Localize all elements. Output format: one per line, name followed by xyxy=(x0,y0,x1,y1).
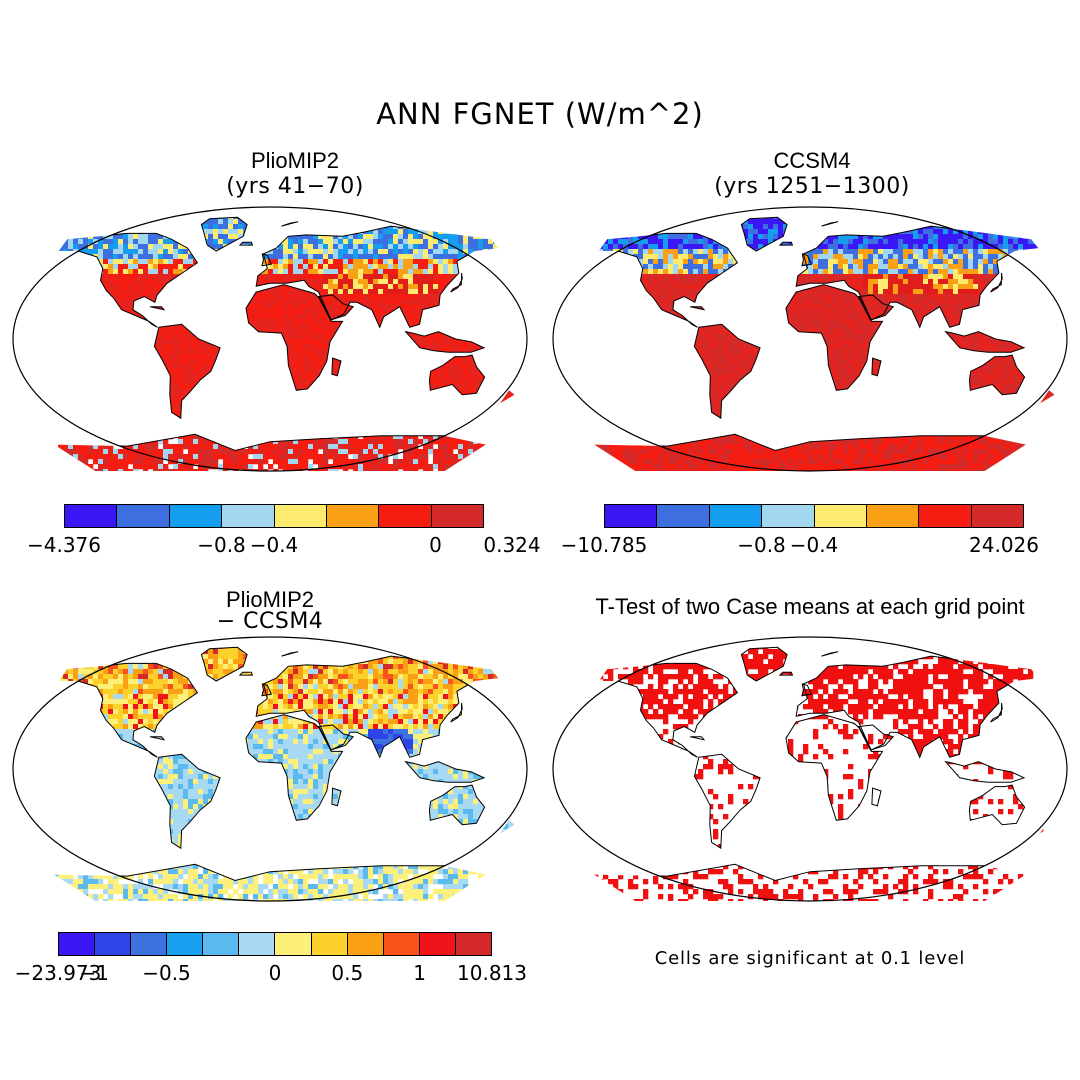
colorbar-swatch xyxy=(431,505,483,527)
colorbar-tick-label: 0.324 xyxy=(483,533,541,557)
colorbar-swatch xyxy=(117,505,170,527)
colorbar-swatch xyxy=(65,505,118,527)
colorbar-swatch xyxy=(274,505,327,527)
map-border xyxy=(552,636,1068,902)
colorbar-tick-label: −0.4 xyxy=(249,533,299,557)
colorbar-swatch xyxy=(169,505,223,527)
colorbar-swatch xyxy=(222,505,275,527)
colorbar-swatch xyxy=(311,933,348,955)
colorbar-swatch xyxy=(814,505,867,527)
panel-title-top-right: CCSM4 xyxy=(773,148,851,173)
map-pliomip2 xyxy=(12,206,528,472)
coastlines xyxy=(592,646,1056,901)
figure-title: ANN FGNET (W/m^2) xyxy=(376,97,704,131)
panel-subtitle-bottom-left: − CCSM4 xyxy=(216,609,324,634)
panel-title-bottom-right: T-Test of two Case means at each grid po… xyxy=(595,594,1025,619)
colorbar-swatch xyxy=(919,505,972,527)
colorbar-swatch xyxy=(203,933,240,955)
colorbar-swatch xyxy=(167,933,204,955)
colorbar-swatch xyxy=(131,933,168,955)
significance-note: Cells are significant at 0.1 level xyxy=(654,948,966,969)
colorbar-swatch xyxy=(275,933,312,955)
colorbar-swatch xyxy=(605,505,658,527)
colorbar-tick-label: −0.4 xyxy=(789,533,839,557)
coastlines xyxy=(592,216,1056,471)
colorbar-swatch xyxy=(379,505,432,527)
coastlines xyxy=(52,216,516,471)
panel-title-top-left: PlioMIP2 xyxy=(250,148,340,173)
map-ccsm4 xyxy=(552,206,1068,472)
colorbar-tick-label: 0.5 xyxy=(331,961,364,985)
colorbar-tick-label: 0 xyxy=(429,533,442,557)
colorbar-tick-label: −0.8 xyxy=(197,533,246,557)
colorbar-swatch xyxy=(419,933,456,955)
colorbar-tick-label: −10.785 xyxy=(560,533,648,557)
colorbar-tick-label: −0.8 xyxy=(737,533,786,557)
panel-subtitle-top-right: (yrs 1251−1300) xyxy=(714,174,910,199)
panel-title-bottom-left: PlioMIP2 xyxy=(225,587,315,612)
coastlines xyxy=(52,646,516,901)
colorbar-tick-label: −1 xyxy=(79,961,109,985)
colorbar-swatch xyxy=(239,933,276,955)
colorbar-swatch xyxy=(383,933,420,955)
panel-subtitle-top-left: (yrs 41−70) xyxy=(226,174,364,199)
colorbar-swatch xyxy=(455,933,491,955)
colorbar-bottom-left xyxy=(58,932,492,956)
colorbar-swatch xyxy=(59,933,96,955)
colorbar-top-left xyxy=(64,504,484,528)
colorbar-tick-label: 1 xyxy=(413,961,427,985)
colorbar-tick-label: 24.026 xyxy=(969,533,1039,557)
map-border xyxy=(552,206,1068,472)
colorbar-top-right xyxy=(604,504,1024,528)
colorbar-swatch xyxy=(762,505,815,527)
colorbar-tick-label: 10.813 xyxy=(457,961,527,985)
colorbar-swatch xyxy=(709,505,763,527)
colorbar-tick-label: −23.973 xyxy=(14,961,102,985)
map-border xyxy=(12,206,528,472)
map-ttest xyxy=(552,636,1068,902)
colorbar-swatch xyxy=(95,933,132,955)
colorbar-swatch xyxy=(326,505,380,527)
colorbar-swatch xyxy=(971,505,1023,527)
colorbar-tick-label: −4.376 xyxy=(26,533,102,557)
map-border xyxy=(12,636,528,902)
colorbar-tick-label: 0 xyxy=(268,961,282,985)
map-difference xyxy=(12,636,528,902)
colorbar-tick-label: −0.5 xyxy=(142,961,191,985)
colorbar-swatch xyxy=(347,933,384,955)
colorbar-swatch xyxy=(866,505,920,527)
colorbar-swatch xyxy=(657,505,710,527)
